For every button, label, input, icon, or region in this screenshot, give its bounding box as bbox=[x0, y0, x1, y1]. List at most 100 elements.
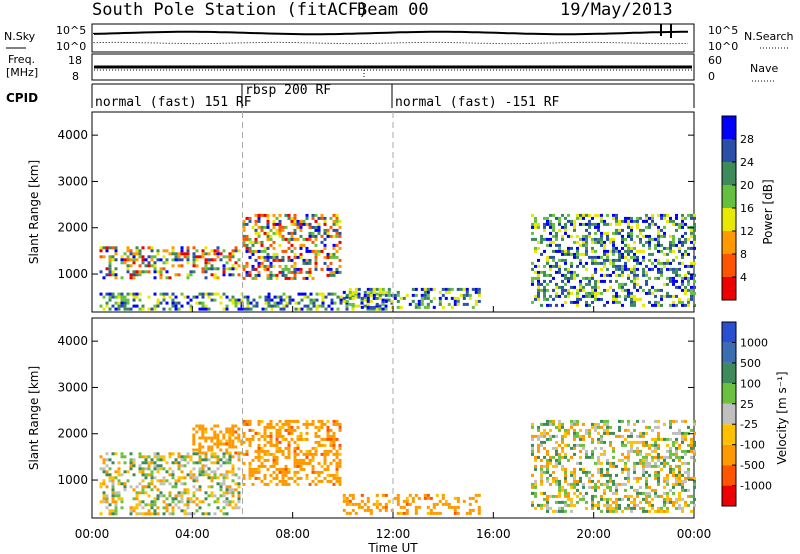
echo-cell bbox=[168, 512, 172, 516]
echo-cell bbox=[263, 464, 267, 468]
echo-cell bbox=[612, 252, 615, 256]
echo-cell bbox=[417, 496, 421, 500]
echo-cell bbox=[645, 270, 648, 274]
echo-cell bbox=[579, 297, 582, 301]
echo-cell bbox=[102, 482, 106, 486]
echo-cell bbox=[216, 439, 220, 443]
echo-cell bbox=[225, 307, 229, 311]
echo-cell bbox=[555, 270, 558, 274]
echo-cell bbox=[603, 497, 606, 501]
echo-cell bbox=[567, 249, 570, 253]
echo-cell bbox=[257, 231, 261, 235]
echo-cell bbox=[588, 470, 591, 474]
echo-cell bbox=[141, 255, 145, 259]
echo-cell bbox=[323, 255, 327, 259]
echo-cell bbox=[534, 219, 537, 223]
echo-cell bbox=[335, 231, 339, 235]
echo-cell bbox=[272, 476, 276, 480]
echo-cell bbox=[317, 225, 321, 229]
echo-cell bbox=[690, 213, 693, 217]
echo-cell bbox=[257, 422, 261, 426]
echo-cell bbox=[669, 446, 672, 450]
echo-cell bbox=[612, 482, 615, 486]
echo-cell bbox=[287, 449, 291, 453]
echo-cell bbox=[576, 294, 579, 298]
echo-cell bbox=[576, 488, 579, 492]
echo-cell bbox=[411, 499, 415, 503]
echo-cell bbox=[207, 458, 211, 462]
echo-cell bbox=[201, 292, 205, 296]
echo-cell bbox=[287, 246, 291, 250]
echo-cell bbox=[132, 506, 136, 510]
echo-cell bbox=[305, 213, 309, 217]
echo-cell bbox=[588, 431, 591, 435]
echo-cell bbox=[150, 476, 154, 480]
echo-cell bbox=[621, 288, 624, 292]
echo-cell bbox=[312, 301, 316, 305]
echo-cell bbox=[207, 512, 211, 516]
echo-cell bbox=[561, 225, 564, 229]
echo-cell bbox=[345, 307, 349, 311]
echo-cell bbox=[219, 473, 223, 477]
echo-cell bbox=[567, 234, 570, 238]
echo-cell bbox=[165, 249, 169, 253]
echo-cell bbox=[639, 461, 642, 465]
echo-cell bbox=[345, 499, 349, 503]
echo-cell bbox=[174, 255, 178, 259]
echo-cell bbox=[672, 222, 675, 226]
echo-cell bbox=[242, 476, 246, 480]
echo-cell bbox=[162, 255, 166, 259]
echo-cell bbox=[198, 455, 202, 459]
echo-cell bbox=[609, 476, 612, 480]
echo-cell bbox=[693, 213, 696, 217]
echo-cell bbox=[651, 449, 654, 453]
echo-cell bbox=[615, 264, 618, 268]
echo-cell bbox=[393, 496, 397, 500]
echo-cell bbox=[582, 222, 585, 226]
echo-cell bbox=[690, 288, 693, 292]
echo-cell bbox=[219, 494, 223, 498]
echo-cell bbox=[222, 473, 226, 477]
echo-cell bbox=[426, 305, 430, 309]
echo-cell bbox=[561, 446, 564, 450]
echo-cell bbox=[624, 219, 627, 223]
echo-cell bbox=[612, 491, 615, 495]
echo-cell bbox=[123, 470, 127, 474]
echo-cell bbox=[305, 258, 309, 262]
echo-cell bbox=[330, 298, 334, 302]
echo-cell bbox=[627, 258, 630, 262]
echo-cell bbox=[573, 476, 576, 480]
echo-cell bbox=[111, 482, 115, 486]
echo-cell bbox=[263, 473, 267, 477]
echo-cell bbox=[633, 282, 636, 286]
echo-cell bbox=[123, 301, 127, 305]
echo-cell bbox=[531, 491, 534, 495]
echo-cell bbox=[552, 455, 555, 459]
echo-cell bbox=[654, 237, 657, 241]
echo-cell bbox=[192, 473, 196, 477]
echo-cell bbox=[326, 479, 330, 483]
echo-cell bbox=[588, 485, 591, 489]
echo-cell bbox=[342, 296, 346, 300]
echo-cell bbox=[417, 302, 421, 306]
echo-cell bbox=[618, 267, 621, 271]
nave-tick-bottom: 0 bbox=[708, 70, 715, 83]
cpid-label: CPID bbox=[6, 91, 38, 105]
echo-cell bbox=[633, 497, 636, 501]
echo-cell bbox=[207, 494, 211, 498]
echo-cell bbox=[564, 428, 567, 432]
echo-cell bbox=[275, 228, 279, 232]
echo-cell bbox=[171, 452, 175, 456]
echo-cell bbox=[615, 279, 618, 283]
echo-cell bbox=[284, 473, 288, 477]
echo-cell bbox=[552, 464, 555, 468]
echo-cell bbox=[177, 255, 181, 259]
echo-cell bbox=[630, 255, 633, 259]
echo-cell bbox=[276, 295, 280, 299]
echo-cell bbox=[162, 455, 166, 459]
echo-cell bbox=[174, 482, 178, 486]
echo-cell bbox=[326, 431, 330, 435]
echo-cell bbox=[311, 240, 315, 244]
colorbar-tick-label: 20 bbox=[740, 179, 754, 192]
echo-cell bbox=[240, 442, 244, 446]
